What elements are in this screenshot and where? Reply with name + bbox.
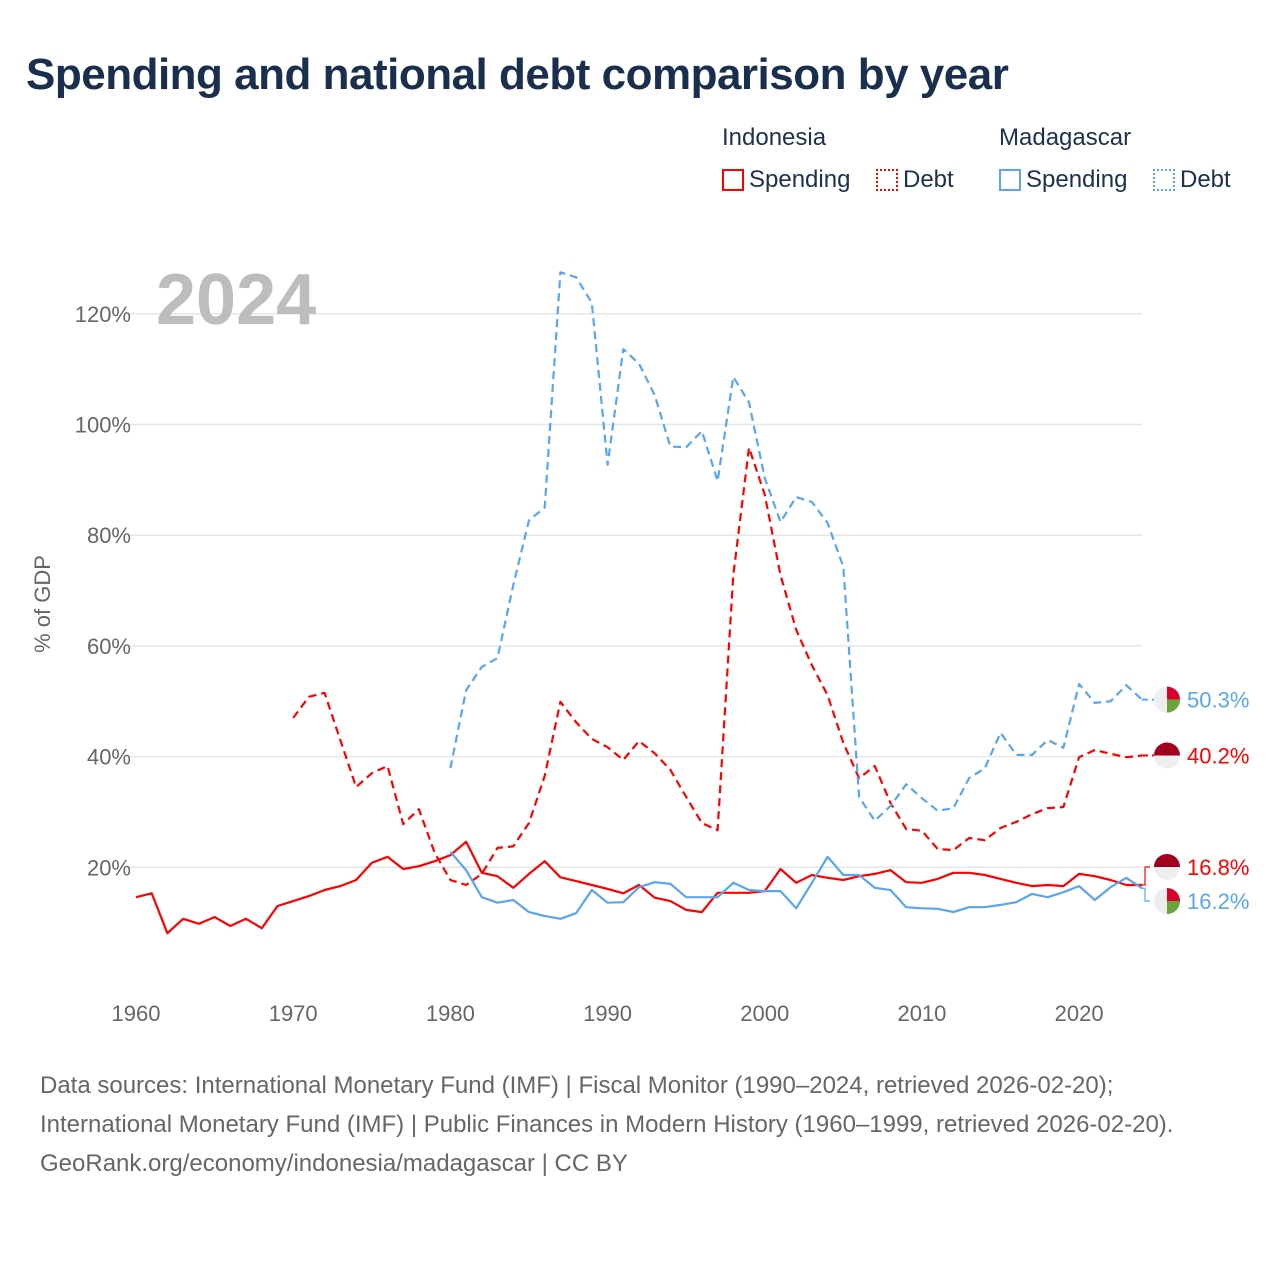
y-tick-label: 20% <box>87 855 131 880</box>
legend-swatch-solid <box>999 169 1021 191</box>
legend-madagascar-debt[interactable]: Debt <box>1153 166 1231 194</box>
y-axis-label: % of GDP <box>30 555 55 653</box>
end-value-label: 16.2% <box>1187 889 1249 914</box>
year-watermark: 2024 <box>156 260 316 340</box>
madagascar-flag-icon <box>1154 888 1180 914</box>
data-sources: Data sources: International Monetary Fun… <box>40 1072 1174 1138</box>
legend-swatch-dotted <box>876 169 898 191</box>
y-tick-label: 60% <box>87 634 131 659</box>
label-connector <box>1142 866 1150 886</box>
legend-label: Debt <box>1180 166 1231 193</box>
end-value-label: 40.2% <box>1187 743 1249 768</box>
end-value-label: 50.3% <box>1187 688 1249 713</box>
indonesia-flag-icon <box>1154 854 1180 880</box>
x-tick-label: 1970 <box>269 1001 318 1026</box>
end-value-label: 16.8% <box>1187 855 1249 880</box>
legend-label: Debt <box>903 166 954 193</box>
x-tick-label: 1980 <box>426 1001 475 1026</box>
series-line-madagascar-spending[interactable] <box>449 851 1143 920</box>
legend-madagascar-spending[interactable]: Spending <box>999 166 1127 194</box>
line-chart: 2024 % of GDP 20% 40% 60% 80% 100% 120% 1960 19… <box>30 260 1249 1026</box>
legend-label: Spending <box>749 166 851 193</box>
series-line-madagascar-debt[interactable] <box>449 271 1143 822</box>
legend-indonesia-debt[interactable]: Debt <box>876 166 954 194</box>
credit-link[interactable]: GeoRank.org/economy/indonesia/madagascar… <box>40 1150 628 1177</box>
legend-indonesia-spending[interactable]: Spending <box>722 166 850 194</box>
chart-title: Spending and national debt comparison by… <box>26 50 1009 99</box>
legend-swatch-solid <box>722 169 744 191</box>
legend-label: Spending <box>1026 166 1128 193</box>
series-line-indonesia-spending[interactable] <box>135 840 1142 935</box>
footer: Data sources: International Monetary Fun… <box>40 1066 1240 1183</box>
x-tick-label: 1990 <box>583 1001 632 1026</box>
x-tick-label: 2000 <box>740 1001 789 1026</box>
legend-group-madagascar: Madagascar <box>999 124 1132 151</box>
indonesia-flag-icon <box>1154 742 1180 769</box>
y-tick-label: 120% <box>75 302 131 327</box>
madagascar-flag-icon <box>1154 686 1180 713</box>
y-tick-label: 100% <box>75 413 131 438</box>
x-tick-label: 1960 <box>112 1001 161 1026</box>
x-tick-label: 2020 <box>1055 1001 1104 1026</box>
y-tick-label: 40% <box>87 745 131 770</box>
label-connector <box>1142 887 1150 902</box>
legend-group-indonesia: Indonesia <box>722 124 827 151</box>
x-tick-label: 2010 <box>897 1001 946 1026</box>
y-tick-label: 80% <box>87 523 131 548</box>
series-line-indonesia-debt[interactable] <box>292 446 1143 887</box>
legend-swatch-dotted <box>1153 169 1175 191</box>
